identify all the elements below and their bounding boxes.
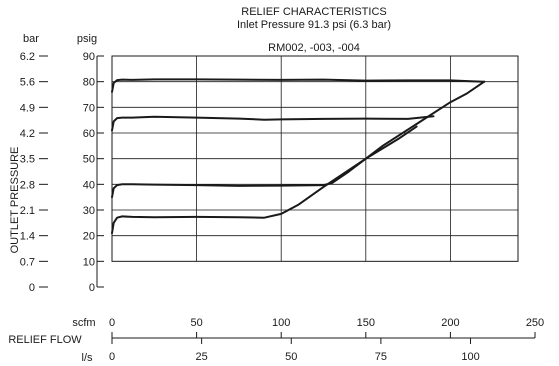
axes: 0 10 20 30 40 50 60 70 80 90 0 0.7 1.4 2.1 2.8 3.5 4.2 4.… <box>20 51 544 363</box>
scfm-tick-label: 50 <box>190 317 202 329</box>
scfm-tick-label: 250 <box>526 317 544 329</box>
x-unit-scfm: scfm <box>72 317 95 329</box>
psig-tick-label: 60 <box>83 128 95 140</box>
bar-tick-label: 0.7 <box>20 256 35 268</box>
data-series <box>111 78 486 235</box>
bar-tick-label: 2.1 <box>20 205 35 217</box>
psig-tick-label: 50 <box>83 154 95 166</box>
scfm-tick-label: 200 <box>441 317 459 329</box>
bar-tick-label: 1.4 <box>20 231 35 243</box>
series-line-4 <box>111 125 418 235</box>
series-line-3 <box>111 80 486 199</box>
bar-tick-label: 5.6 <box>20 77 35 89</box>
x-axis-label: RELIEF FLOW <box>8 334 82 346</box>
chart-model-label: RM002, -003, -004 <box>268 42 360 54</box>
bar-tick-label: 6.2 <box>20 51 35 63</box>
psig-tick-label: 70 <box>83 102 95 114</box>
bar-tick-label: 2.8 <box>20 179 35 191</box>
scfm-tick-label: 100 <box>272 317 290 329</box>
ls-tick-label: 75 <box>375 351 387 363</box>
ls-tick-label: 100 <box>461 351 479 363</box>
x-unit-ls: l/s <box>82 352 94 364</box>
bar-tick-label: 4.2 <box>20 128 35 140</box>
ls-tick-label: 0 <box>109 351 115 363</box>
psig-tick-label: 80 <box>83 77 95 89</box>
scfm-tick-label: 0 <box>109 317 115 329</box>
psig-tick-label: 0 <box>89 282 95 294</box>
chart-subtitle: Inlet Pressure 91.3 psi (6.3 bar) <box>237 19 391 31</box>
series-line-2 <box>111 115 435 132</box>
y-axis-label: OUTLET PRESSURE <box>9 147 21 254</box>
series-line-1 <box>111 78 486 93</box>
y-unit-bar: bar <box>23 33 39 45</box>
psig-tick-label: 10 <box>83 256 95 268</box>
bar-tick-label: 4.9 <box>20 102 35 114</box>
y-unit-psig: psig <box>77 33 97 45</box>
scfm-tick-label: 150 <box>357 317 375 329</box>
grid-lines <box>111 55 519 262</box>
chart-title: RELIEF CHARACTERISTICS <box>241 6 386 18</box>
ls-tick-label: 50 <box>285 351 297 363</box>
psig-tick-label: 30 <box>83 205 95 217</box>
bar-tick-label: 0 <box>29 282 35 294</box>
ls-tick-label: 25 <box>196 351 208 363</box>
psig-tick-label: 40 <box>83 179 95 191</box>
psig-tick-label: 20 <box>83 231 95 243</box>
psig-tick-label: 90 <box>83 51 95 63</box>
bar-tick-label: 3.5 <box>20 154 35 166</box>
